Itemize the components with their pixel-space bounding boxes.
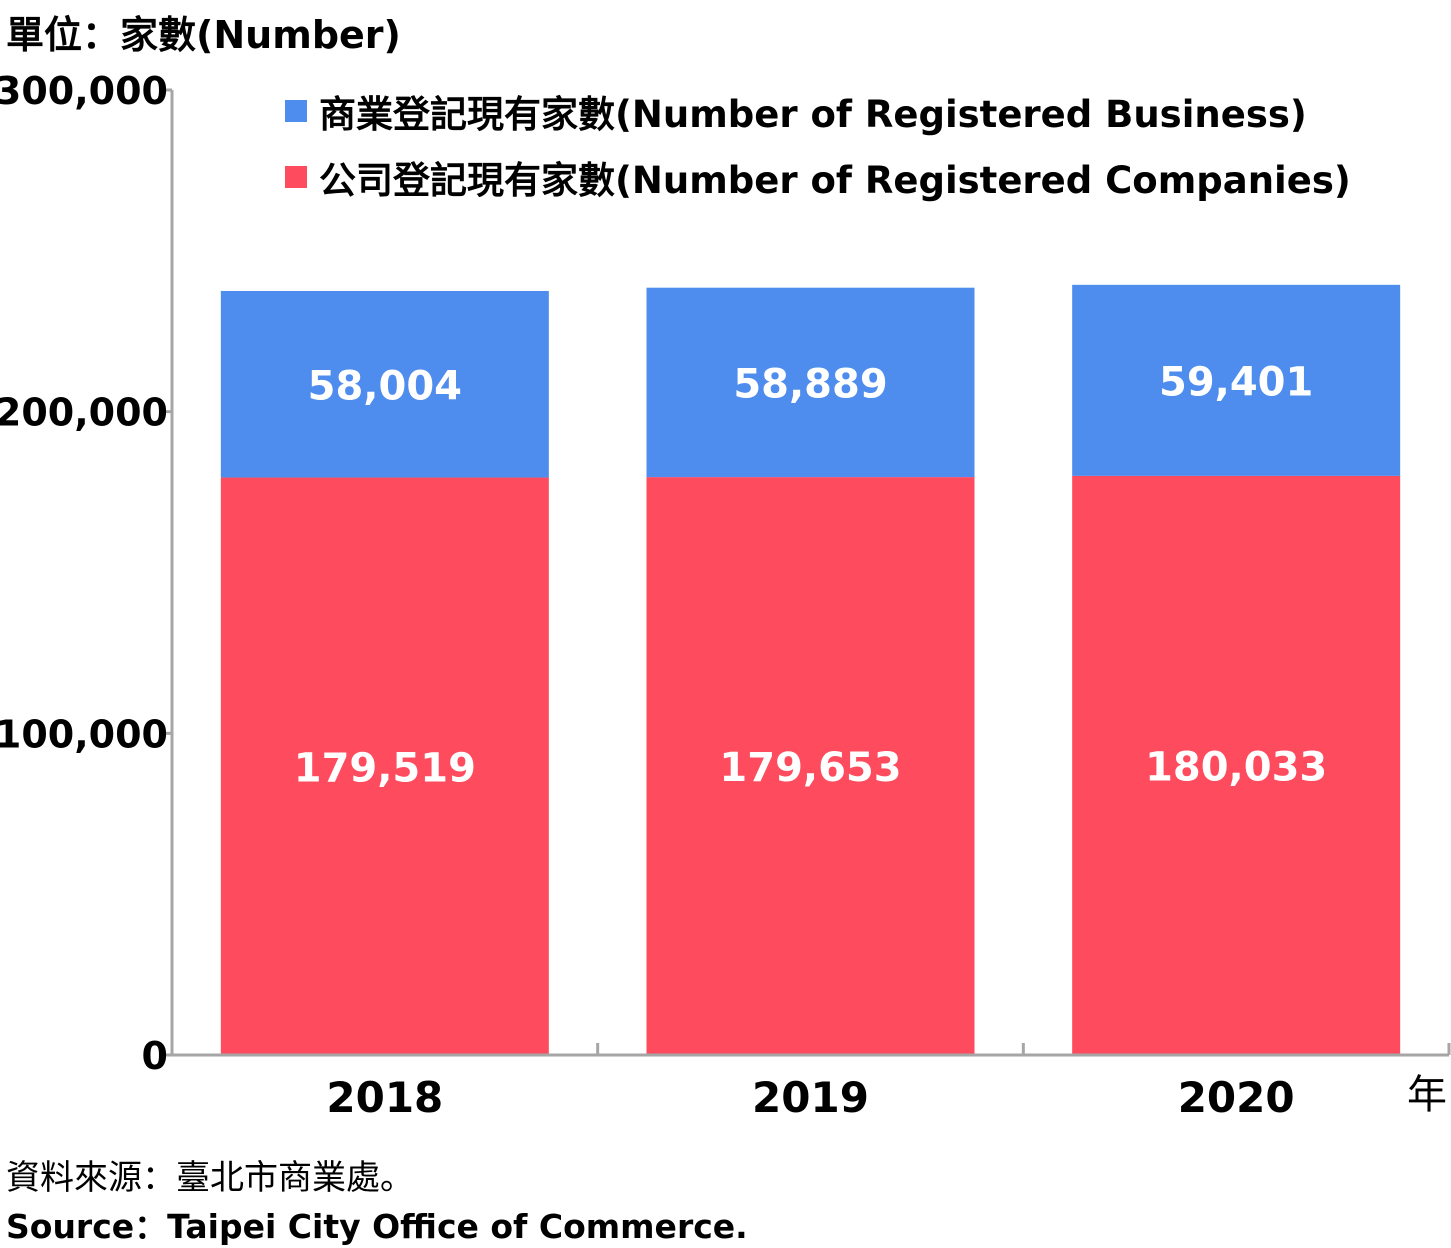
x-tick-label: 2019	[752, 1073, 869, 1122]
data-label-business: 58,004	[308, 363, 462, 409]
data-label-companies: 179,653	[719, 745, 901, 791]
bar-segment-business	[1072, 284, 1401, 476]
legend-swatch-business	[285, 100, 307, 122]
bar-segment-companies	[220, 477, 549, 1055]
data-label-companies: 180,033	[1145, 744, 1327, 790]
y-tick-label: 300,000	[0, 69, 168, 113]
bar-segment-business	[646, 287, 975, 478]
unit-label: 單位：家數(Number)	[6, 13, 401, 57]
x-tick-label: 2020	[1178, 1073, 1295, 1122]
x-axis-unit-label: 年	[1407, 1072, 1447, 1118]
legend-item-companies: 公司登記現有家數(Number of Registered Companies)	[285, 144, 1351, 210]
legend-label-business: 商業登記現有家數(Number of Registered Business)	[319, 93, 1307, 136]
bar-segment-business	[220, 290, 549, 478]
legend-label-companies: 公司登記現有家數(Number of Registered Companies)	[319, 159, 1351, 202]
bar-segment-companies	[646, 477, 975, 1055]
data-label-companies: 179,519	[294, 745, 476, 791]
data-label-business: 58,889	[733, 361, 887, 407]
bar-segment-companies	[1072, 475, 1401, 1055]
legend-swatch-companies	[285, 166, 307, 188]
source-note-english: Source：Taipei City Office of Commerce.	[6, 1207, 748, 1246]
y-tick-label: 100,000	[0, 712, 168, 756]
source-note-chinese: 資料來源：臺北市商業處。	[6, 1158, 414, 1198]
y-tick-label: 0	[142, 1034, 168, 1078]
data-label-business: 59,401	[1159, 359, 1313, 405]
legend: 商業登記現有家數(Number of Registered Business) …	[285, 78, 1351, 210]
y-tick-label: 200,000	[0, 391, 168, 435]
legend-item-business: 商業登記現有家數(Number of Registered Business)	[285, 78, 1351, 144]
x-tick-label: 2018	[326, 1073, 443, 1122]
